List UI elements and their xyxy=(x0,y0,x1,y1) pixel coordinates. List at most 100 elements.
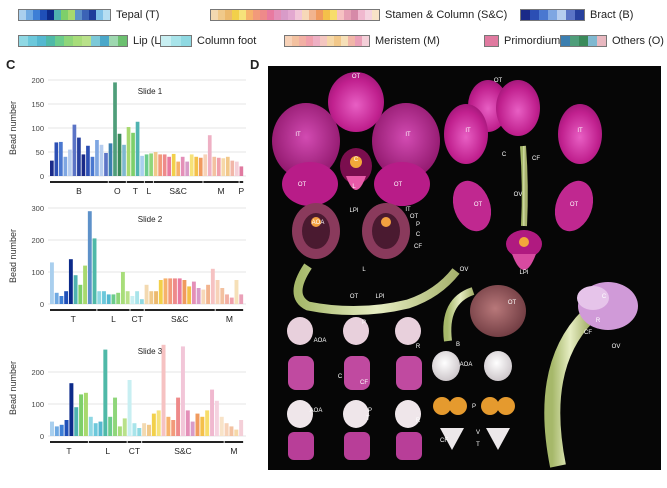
bar xyxy=(176,397,181,436)
y-tick-label: 100 xyxy=(31,400,44,409)
legend-swatch xyxy=(281,10,288,20)
bar xyxy=(86,145,90,176)
bar xyxy=(149,291,154,304)
bar xyxy=(173,278,177,304)
flower-dissected-view xyxy=(444,80,602,270)
legend-swatch xyxy=(75,10,82,20)
photo-part-label: OT xyxy=(394,182,403,188)
bar xyxy=(78,284,83,304)
photo-part-label: R xyxy=(416,418,421,424)
legend-swatch xyxy=(597,36,606,46)
legend-label: Stamen & Column (S&C) xyxy=(385,9,508,21)
photo-part-label: L xyxy=(362,267,366,273)
bar xyxy=(54,426,59,436)
legend-swatch xyxy=(267,10,274,20)
legend-item: Column foot xyxy=(160,34,256,48)
bar xyxy=(92,238,97,304)
legend-swatch xyxy=(28,36,37,46)
bar xyxy=(64,291,69,304)
group-label: L xyxy=(146,186,151,196)
photo-part-label: R xyxy=(596,318,601,324)
legend-swatch xyxy=(299,36,306,46)
photo-part-label: CF xyxy=(360,380,368,386)
legend-swatch xyxy=(239,10,246,20)
photo-part-label: C xyxy=(338,374,343,380)
bar xyxy=(147,424,151,436)
group-label: M xyxy=(226,314,233,324)
photo-part-label: AOA xyxy=(312,220,325,226)
photo-part-label: CF xyxy=(584,330,592,336)
bar xyxy=(214,400,219,436)
bar xyxy=(212,156,217,176)
bar xyxy=(239,166,244,176)
bar-chart-1: 0 50 100 150 200 Bead number Slide 1 B O T L S&C M P xyxy=(8,76,246,196)
legend-swatch xyxy=(285,36,292,46)
photo-part-label: IT xyxy=(577,128,583,134)
bar xyxy=(166,416,171,436)
bar xyxy=(168,278,173,304)
bar xyxy=(182,280,187,304)
bar xyxy=(104,152,108,176)
legend-swatch xyxy=(302,10,309,20)
bar xyxy=(156,410,161,436)
figure-legend: Tepal (T) Stamen & Column (S&C) Bract (B) L… xyxy=(0,0,667,56)
bar xyxy=(120,272,125,304)
photo-part-label: OT xyxy=(350,294,359,300)
bar xyxy=(131,132,135,176)
legend-swatch xyxy=(351,10,358,20)
bar xyxy=(207,135,212,176)
group-label: S&C xyxy=(171,314,188,324)
group-label: T xyxy=(66,446,71,456)
photo-part-label: OT xyxy=(298,182,307,188)
bar xyxy=(195,413,200,436)
bar xyxy=(68,149,72,176)
legend-swatch xyxy=(64,36,73,46)
bar xyxy=(225,294,229,304)
bar xyxy=(221,158,226,176)
y-tick-label: 50 xyxy=(36,148,44,157)
bar xyxy=(194,156,199,176)
bar xyxy=(201,289,206,304)
legend-swatch xyxy=(557,10,566,20)
legend-swatch xyxy=(218,10,225,20)
bar xyxy=(63,156,68,176)
legend-swatch xyxy=(344,10,351,20)
y-tick-label: 200 xyxy=(31,236,44,245)
photo-part-label: OT xyxy=(570,202,579,208)
bar xyxy=(106,294,111,304)
bar xyxy=(167,156,172,176)
y-axis-label: Bead number xyxy=(8,101,18,155)
photo-part-label: AOA xyxy=(460,362,473,368)
photo-part-label: OT xyxy=(410,214,419,220)
legend-swatch xyxy=(82,10,89,20)
legend-swatch xyxy=(100,36,109,46)
bar xyxy=(50,160,54,176)
y-axis-label: Bead number xyxy=(8,361,18,415)
photo-part-label: C xyxy=(416,232,421,238)
legend-swatch xyxy=(288,10,295,20)
legend-swatch xyxy=(306,36,313,46)
bar xyxy=(230,160,235,176)
legend-item: Others (O) xyxy=(560,34,664,48)
bar xyxy=(234,280,239,304)
bar xyxy=(79,394,84,436)
legend-swatches xyxy=(484,35,499,47)
bar xyxy=(239,294,244,304)
photo-part-label: IT xyxy=(405,132,411,138)
bar xyxy=(139,299,144,304)
bar xyxy=(90,156,95,176)
legend-swatch xyxy=(566,10,575,20)
legend-swatch xyxy=(274,10,281,20)
legend-swatches xyxy=(210,9,380,21)
bar xyxy=(97,291,102,304)
photo-part-label: OT xyxy=(352,74,361,80)
bar xyxy=(185,161,190,176)
bar xyxy=(189,154,194,176)
legend-swatch xyxy=(292,36,299,46)
photo-part-label: T xyxy=(476,442,480,448)
legend-swatch xyxy=(33,10,40,20)
legend-swatch xyxy=(19,36,28,46)
flower-bud xyxy=(443,285,526,342)
